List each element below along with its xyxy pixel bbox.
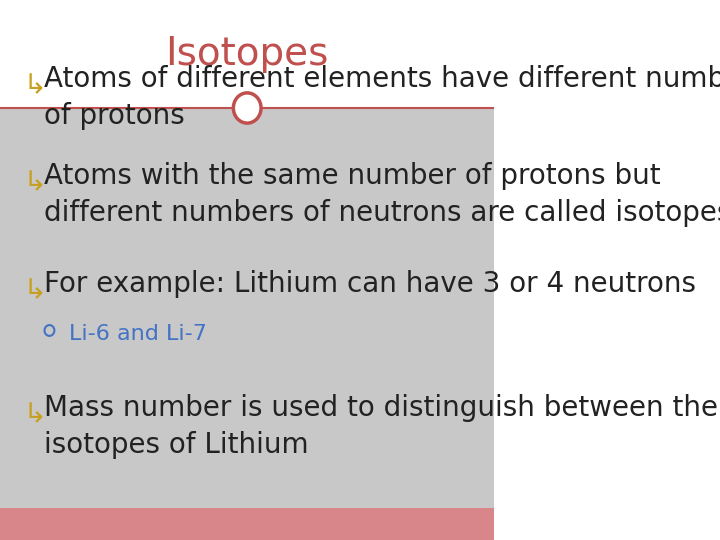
Text: ↰: ↰: [15, 65, 38, 93]
FancyBboxPatch shape: [0, 508, 495, 540]
FancyBboxPatch shape: [0, 0, 495, 108]
FancyBboxPatch shape: [0, 97, 495, 508]
Text: ↰: ↰: [15, 270, 38, 298]
Text: Atoms of different elements have different numbers
of protons: Atoms of different elements have differe…: [45, 65, 720, 130]
Text: Atoms with the same number of protons but
different numbers of neutrons are call: Atoms with the same number of protons bu…: [45, 162, 720, 227]
Text: For example: Lithium can have 3 or 4 neutrons: For example: Lithium can have 3 or 4 neu…: [45, 270, 696, 298]
Text: ↰: ↰: [15, 394, 38, 422]
Text: Mass number is used to distinguish between the two
isotopes of Lithium: Mass number is used to distinguish betwe…: [45, 394, 720, 459]
Circle shape: [234, 94, 260, 122]
Text: Isotopes: Isotopes: [166, 35, 329, 73]
Text: ↰: ↰: [15, 162, 38, 190]
Text: Li-6 and Li-7: Li-6 and Li-7: [69, 324, 207, 344]
